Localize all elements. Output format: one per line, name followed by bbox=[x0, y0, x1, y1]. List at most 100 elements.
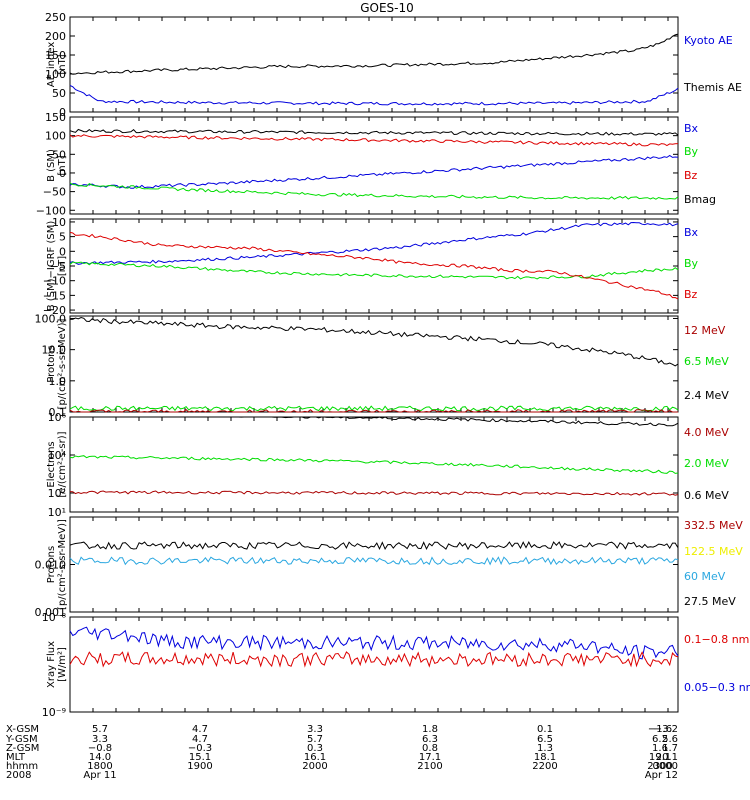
y-tick-label: 10 bbox=[52, 216, 66, 229]
series-line-bz bbox=[69, 231, 679, 300]
legend-label: 332.5 MeV bbox=[684, 519, 743, 532]
legend-label: Bmag bbox=[684, 193, 716, 206]
x-axis-value: 0.3 bbox=[307, 743, 323, 754]
legend-label: 6.5 MeV bbox=[684, 355, 729, 368]
x-axis-row-label: 2008 bbox=[6, 770, 31, 781]
panel-5: 10¹ 10² 10⁴ 10⁶ Electrons [e/(cm²-s-sr)] 4.0 M… bbox=[46, 411, 729, 519]
panel-frame bbox=[69, 416, 679, 513]
y-axis-label: B (SM) bbox=[46, 149, 57, 182]
y-axis-label: Protons bbox=[46, 546, 57, 583]
series-line-6-5-mev bbox=[69, 405, 679, 412]
y-axis-label: Protons bbox=[46, 345, 57, 382]
legend-label: Bz bbox=[684, 169, 698, 182]
x-axis-value: 20.1 bbox=[656, 752, 678, 763]
y-tick-label: 100 bbox=[45, 130, 66, 143]
y-axis-label: [nT] bbox=[57, 54, 68, 74]
x-axis-value: 0.1 bbox=[537, 724, 553, 735]
legend-label: 0.1−0.8 nm bbox=[684, 633, 749, 646]
y-tick-label: 10⁻⁸ bbox=[42, 611, 67, 624]
x-axis-value: 2000 bbox=[302, 761, 327, 772]
series-line-kyoto-ae bbox=[69, 84, 679, 106]
y-axis-label: B (SM)−IGRF (SM) bbox=[46, 221, 57, 312]
y-tick-label: 150 bbox=[45, 111, 66, 124]
series-line-0-1-0-8-nm bbox=[69, 651, 679, 668]
y-axis-label: [nT] bbox=[57, 256, 68, 276]
x-axis-value: Apr 11 bbox=[83, 770, 116, 781]
y-tick-label: 0 bbox=[59, 167, 66, 180]
x-axis-value: 3.3 bbox=[92, 734, 108, 745]
plot-title: GOES-10 bbox=[360, 1, 414, 15]
x-axis-value: 1.6 bbox=[652, 743, 668, 754]
x-axis-value: 4.7 bbox=[192, 724, 208, 735]
y-tick-label: 0.001 bbox=[35, 606, 67, 619]
y-tick-label: 100.0 bbox=[35, 312, 67, 325]
x-axis-value: Apr 12 bbox=[645, 770, 678, 781]
y-axis-label: [e/(cm²-s-sr)] bbox=[57, 431, 68, 497]
y-tick-label: −5 bbox=[50, 260, 66, 273]
x-axis-value: 6.5 bbox=[537, 734, 553, 745]
x-axis-value: 2200 bbox=[532, 761, 557, 772]
y-axis-label: Xray Flux bbox=[46, 641, 57, 688]
series-line-2-0-mev bbox=[69, 455, 679, 474]
panel-4: 0.1 1.0 10.0 100.0 Protons [p/(cm²-s-sr-MeV)]… bbox=[35, 312, 730, 419]
panel-7: 10⁻⁹ 10⁻⁸ Xray Flux [W/m²] 0.1−0.8 nm 0.05−0.… bbox=[42, 611, 750, 719]
x-axis-value: 6.2 bbox=[652, 734, 668, 745]
legend-label: 27.5 MeV bbox=[684, 595, 736, 608]
x-axis-value: −0.8 bbox=[88, 743, 112, 754]
series-line-bx bbox=[69, 221, 679, 265]
x-axis-value: 1900 bbox=[187, 761, 212, 772]
legend-label: 122.5 MeV bbox=[684, 545, 743, 558]
legend-label: By bbox=[684, 145, 699, 158]
y-tick-label: 10⁶ bbox=[48, 411, 67, 424]
legend-label: 60 MeV bbox=[684, 570, 726, 583]
y-tick-label: 200 bbox=[45, 30, 66, 43]
y-tick-label: 0 bbox=[59, 245, 66, 258]
y-tick-label: −20 bbox=[43, 304, 66, 317]
series-line-bx bbox=[69, 154, 679, 189]
x-axis-value: −1.6 bbox=[648, 724, 672, 735]
x-axis-value: 0.8 bbox=[422, 743, 438, 754]
series-line-12-mev bbox=[69, 409, 678, 413]
panel-frame bbox=[69, 315, 679, 413]
y-tick-label: −15 bbox=[43, 289, 66, 302]
legend-label: Bx bbox=[684, 226, 699, 239]
y-axis-label: Electrons bbox=[46, 441, 57, 487]
x-axis-value: 5.6 bbox=[662, 734, 678, 745]
y-tick-label: 100 bbox=[45, 68, 66, 81]
x-axis-value: 6.3 bbox=[422, 734, 438, 745]
y-axis-label: [p/(cm²-s-sr-MeV)] bbox=[57, 519, 68, 610]
x-axis-value: 5.7 bbox=[92, 724, 108, 735]
legend-label: 2.4 MeV bbox=[684, 389, 729, 402]
series-line-bz bbox=[69, 134, 679, 147]
x-axis-value: 5.7 bbox=[307, 734, 323, 745]
legend-label: 0.05−0.3 nm bbox=[684, 681, 750, 694]
series-line-0-6-mev bbox=[70, 416, 679, 427]
series-line-60-mev bbox=[69, 556, 679, 566]
legend-label: 4.0 MeV bbox=[684, 426, 729, 439]
y-tick-label: 1.0 bbox=[49, 375, 67, 388]
series-line-bmag bbox=[69, 128, 679, 136]
series-line-2-4-mev bbox=[69, 316, 679, 367]
series-line-0-05-0-3-nm bbox=[69, 626, 679, 660]
y-axis-label: [p/(cm²-s-sr-MeV)] bbox=[57, 318, 68, 409]
x-axis-row-label: MLT bbox=[6, 752, 26, 763]
x-axis-value: 17.1 bbox=[419, 752, 441, 763]
y-tick-label: 10.0 bbox=[42, 344, 67, 357]
x-axis-value: 3.3 bbox=[307, 724, 323, 735]
legend-label: Bx bbox=[684, 122, 699, 135]
series-line-27-5-mev bbox=[69, 541, 679, 551]
legend-label: Kyoto AE bbox=[684, 34, 733, 47]
x-axis-value: −0.3 bbox=[188, 743, 212, 754]
legend-label: 12 MeV bbox=[684, 324, 726, 337]
series-line-by bbox=[69, 261, 679, 280]
x-axis-row-label: X-GSM bbox=[6, 724, 39, 735]
x-axis-value: 15.1 bbox=[189, 752, 211, 763]
x-axis-value: 16.1 bbox=[304, 752, 326, 763]
x-axis-value: 14.0 bbox=[89, 752, 111, 763]
y-tick-label: −10 bbox=[43, 275, 66, 288]
x-axis-value: 1.8 bbox=[422, 724, 438, 735]
panel-frame bbox=[69, 116, 679, 215]
y-tick-label: 10² bbox=[48, 487, 66, 500]
